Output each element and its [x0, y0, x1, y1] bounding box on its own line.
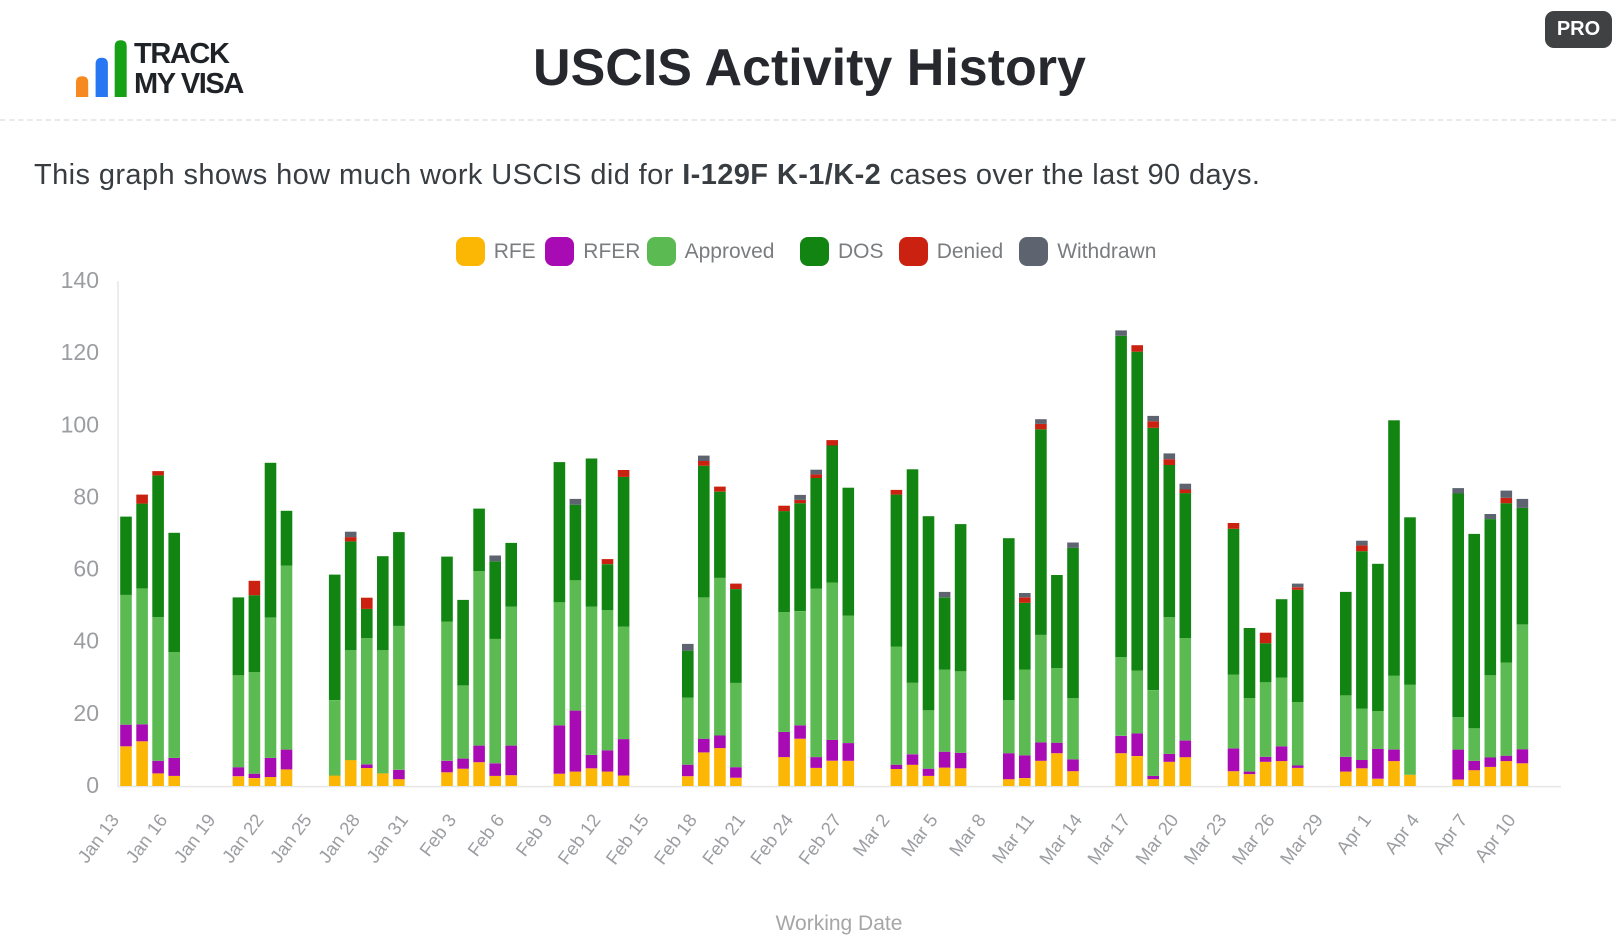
svg-text:80: 80 — [73, 483, 99, 509]
svg-text:Jan 31: Jan 31 — [362, 810, 412, 867]
svg-text:Feb 18: Feb 18 — [650, 810, 701, 869]
svg-text:100: 100 — [61, 411, 99, 437]
svg-text:40: 40 — [73, 628, 99, 654]
svg-text:Mar 23: Mar 23 — [1179, 810, 1230, 869]
svg-text:Mar 14: Mar 14 — [1035, 810, 1086, 869]
svg-text:Jan 22: Jan 22 — [217, 810, 267, 867]
svg-text:0: 0 — [86, 772, 99, 798]
svg-text:Jan 13: Jan 13 — [73, 810, 123, 867]
svg-text:Mar 26: Mar 26 — [1227, 810, 1278, 869]
svg-text:Jan 16: Jan 16 — [121, 810, 171, 867]
svg-text:140: 140 — [61, 267, 99, 293]
svg-text:Feb 9: Feb 9 — [511, 810, 556, 860]
svg-text:Apr 7: Apr 7 — [1428, 810, 1471, 858]
svg-text:Mar 29: Mar 29 — [1276, 810, 1327, 869]
svg-text:120: 120 — [61, 339, 99, 365]
svg-text:Apr 10: Apr 10 — [1470, 810, 1520, 866]
svg-text:Mar 17: Mar 17 — [1083, 810, 1134, 869]
svg-text:Feb 21: Feb 21 — [698, 810, 749, 869]
svg-text:Mar 5: Mar 5 — [897, 810, 942, 860]
svg-text:Feb 24: Feb 24 — [746, 810, 797, 869]
svg-text:Working Date: Working Date — [776, 912, 903, 935]
svg-text:20: 20 — [73, 700, 99, 726]
svg-text:Apr 4: Apr 4 — [1380, 810, 1423, 858]
svg-text:Feb 6: Feb 6 — [463, 810, 508, 860]
svg-text:Jan 19: Jan 19 — [169, 810, 219, 867]
svg-text:Mar 11: Mar 11 — [987, 810, 1038, 868]
svg-text:Mar 2: Mar 2 — [848, 810, 893, 860]
svg-text:Jan 25: Jan 25 — [266, 810, 316, 867]
svg-text:Jan 28: Jan 28 — [314, 810, 364, 867]
svg-text:Apr 1: Apr 1 — [1332, 810, 1375, 858]
svg-text:Feb 15: Feb 15 — [601, 810, 652, 869]
svg-text:Feb 12: Feb 12 — [553, 810, 604, 869]
svg-text:60: 60 — [73, 556, 99, 582]
svg-text:Feb 3: Feb 3 — [415, 810, 460, 860]
svg-text:Mar 20: Mar 20 — [1131, 810, 1182, 869]
svg-text:Feb 27: Feb 27 — [794, 810, 845, 869]
svg-text:Mar 8: Mar 8 — [945, 810, 990, 860]
